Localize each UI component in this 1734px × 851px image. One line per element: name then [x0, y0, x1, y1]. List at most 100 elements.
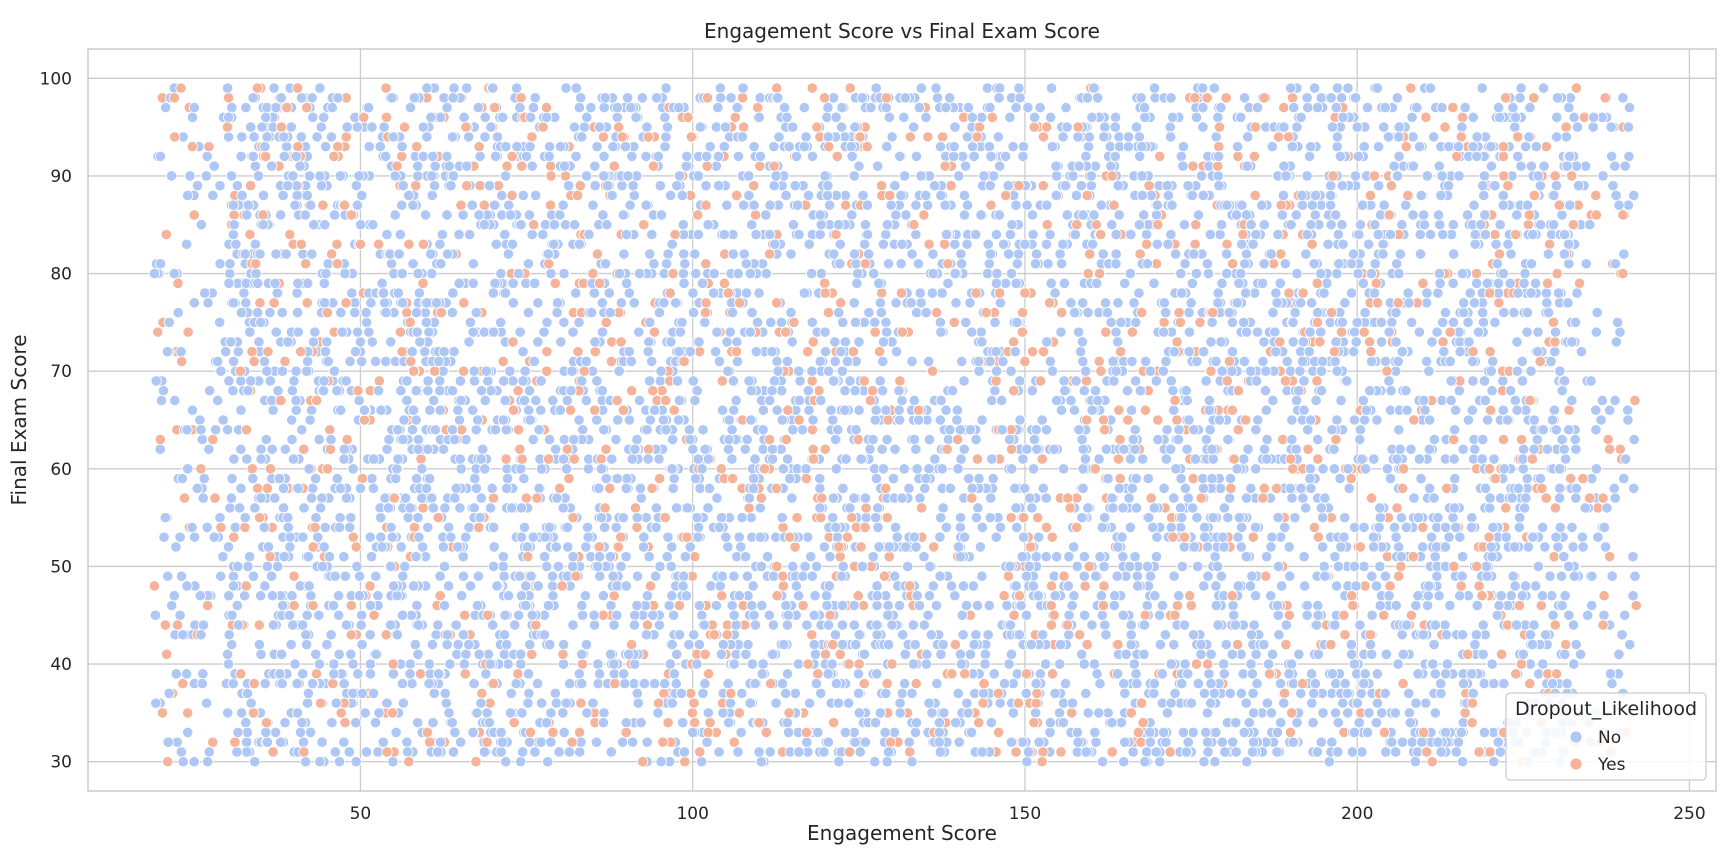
point-no [923, 463, 935, 475]
point-no [356, 609, 368, 621]
point-no [919, 482, 931, 494]
point-no [950, 297, 962, 309]
point-no [1020, 609, 1033, 621]
point-no [1127, 746, 1139, 758]
point-yes [288, 599, 300, 612]
point-no [570, 150, 582, 162]
point-no [766, 346, 778, 358]
point-no [261, 131, 273, 143]
point-yes [572, 346, 584, 358]
point-no [1331, 82, 1344, 94]
point-no [463, 131, 475, 143]
point-no [504, 365, 516, 377]
point-no [643, 336, 655, 348]
point-no [287, 619, 299, 631]
point-no [575, 92, 587, 104]
point-no [1606, 570, 1618, 582]
point-no [155, 394, 168, 407]
point-yes [819, 277, 831, 289]
point-no [1046, 141, 1058, 153]
point-no [443, 521, 455, 533]
point-yes [520, 492, 532, 504]
point-yes [807, 443, 819, 455]
point-no [286, 590, 298, 602]
point-no [1165, 521, 1177, 533]
point-no [541, 560, 553, 573]
point-no [188, 531, 201, 543]
point-no [981, 267, 994, 280]
point-no [469, 472, 481, 485]
point-no [1396, 219, 1408, 231]
point-yes [345, 599, 358, 612]
point-yes [339, 717, 351, 729]
point-no [687, 375, 699, 387]
point-yes [1302, 443, 1314, 455]
point-no [295, 131, 307, 143]
point-yes [878, 570, 891, 582]
point-no [201, 150, 213, 162]
point-yes [1451, 150, 1463, 162]
point-no [1516, 355, 1528, 368]
point-no [673, 346, 685, 358]
point-no [927, 580, 939, 592]
point-no [1325, 219, 1337, 231]
point-no [396, 678, 409, 690]
point-no [1054, 248, 1066, 260]
point-no [781, 717, 793, 729]
point-yes [1447, 101, 1459, 114]
point-no [1447, 512, 1459, 524]
point-yes [1396, 482, 1409, 494]
point-no [1549, 346, 1561, 358]
point-no [467, 326, 479, 338]
point-no [1059, 678, 1072, 690]
point-no [438, 560, 451, 573]
point-no [160, 101, 172, 114]
point-yes [1080, 375, 1093, 387]
point-no [973, 472, 985, 485]
point-no [1537, 658, 1549, 670]
point-no [911, 463, 923, 475]
point-no [910, 228, 922, 241]
point-no [515, 502, 528, 514]
point-no [228, 453, 240, 465]
point-no [1619, 160, 1631, 172]
point-no [853, 707, 865, 719]
point-yes [589, 346, 601, 358]
point-no [560, 82, 572, 94]
point-no [1325, 180, 1337, 192]
point-yes [1095, 365, 1107, 377]
point-no [580, 170, 593, 182]
point-no [364, 658, 376, 670]
point-yes [405, 355, 417, 368]
point-no [1003, 658, 1015, 670]
point-yes [1560, 638, 1572, 651]
point-no [1613, 648, 1625, 660]
point-no [1358, 414, 1371, 426]
point-no [594, 570, 606, 582]
point-no [351, 199, 363, 211]
point-no [678, 746, 691, 758]
point-no [531, 678, 544, 690]
point-no [701, 736, 713, 748]
point-no [366, 472, 378, 485]
point-no [576, 609, 589, 621]
point-no [1095, 199, 1107, 211]
point-no [1250, 228, 1262, 241]
point-no [390, 472, 402, 485]
point-no [1421, 170, 1433, 182]
point-no [1366, 648, 1378, 660]
point-no [940, 521, 952, 533]
point-no [223, 375, 235, 387]
point-no [852, 267, 864, 280]
point-no [818, 541, 830, 553]
point-no [1450, 404, 1462, 416]
point-no [1290, 394, 1303, 407]
point-no [1371, 697, 1384, 709]
point-no [457, 570, 470, 582]
point-no [696, 609, 708, 621]
point-no [705, 580, 717, 592]
point-no [1607, 180, 1619, 192]
point-yes [432, 512, 444, 524]
point-no [1117, 609, 1129, 621]
point-yes [835, 297, 847, 309]
